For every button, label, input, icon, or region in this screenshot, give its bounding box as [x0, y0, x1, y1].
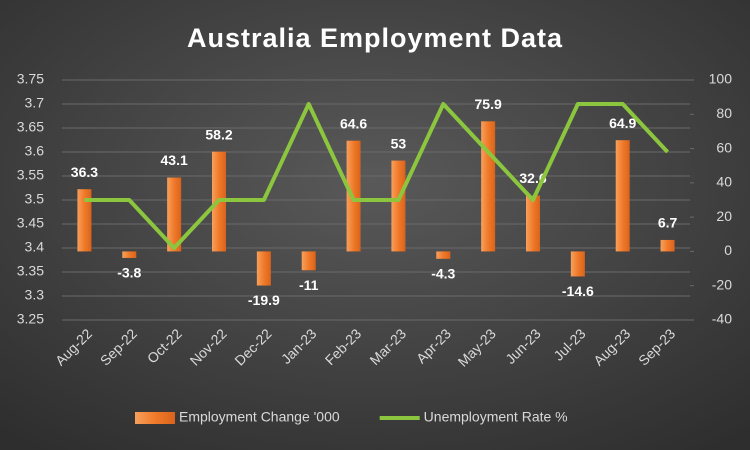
data-label: 53 [391, 135, 407, 151]
y-tick-label: 3.75 [17, 71, 44, 87]
y-tick-label: 3.5 [25, 191, 45, 207]
bar [391, 160, 406, 252]
y-tick-label: 3.65 [17, 119, 44, 135]
legend-label: Unemployment Rate % [424, 409, 568, 425]
y-tick-label: 3.45 [17, 215, 44, 231]
data-label: 58.2 [205, 126, 232, 142]
y-tick-label: 3.35 [17, 263, 44, 279]
data-label: -3.8 [117, 265, 141, 281]
y-tick-label: 3.55 [17, 167, 44, 183]
data-label: -4.3 [431, 266, 455, 282]
y2-tick-label: -40 [712, 311, 732, 327]
y2-tick-label: 40 [716, 174, 732, 190]
y2-tick-label: 100 [709, 71, 733, 87]
y-tick-label: 3.4 [25, 239, 45, 255]
y-tick-label: 3.25 [17, 311, 44, 327]
y-tick-label: 3.3 [25, 287, 45, 303]
y-tick-label: 3.6 [25, 143, 45, 159]
bar [436, 251, 451, 259]
y2-tick-label: 20 [716, 208, 732, 224]
legend-label: Employment Change '000 [179, 409, 340, 425]
bar [301, 251, 316, 271]
data-label: -19.9 [248, 292, 280, 308]
data-label: 43.1 [161, 152, 188, 168]
bar [122, 251, 137, 258]
legend-swatch [135, 412, 175, 424]
y2-tick-label: 60 [716, 139, 732, 155]
y2-tick-label: 80 [716, 105, 732, 121]
data-label: 64.6 [340, 115, 367, 131]
bar [660, 239, 675, 252]
bar [615, 140, 630, 252]
y2-tick-label: -20 [712, 276, 732, 292]
data-label: -11 [299, 277, 319, 293]
data-label: 64.9 [609, 115, 636, 131]
data-label: -14.6 [562, 283, 594, 299]
bar [77, 189, 92, 252]
bar [256, 251, 271, 286]
bar [481, 121, 496, 252]
data-label: 36.3 [71, 164, 98, 180]
bar [167, 177, 182, 252]
chart-title: Australia Employment Data [187, 23, 563, 53]
y2-tick-label: 0 [724, 242, 732, 258]
bar [570, 251, 585, 277]
line [84, 102, 670, 250]
y-tick-label: 3.7 [25, 95, 45, 111]
bar [526, 195, 540, 252]
data-label: 75.9 [475, 96, 502, 112]
data-label: 6.7 [658, 215, 678, 231]
